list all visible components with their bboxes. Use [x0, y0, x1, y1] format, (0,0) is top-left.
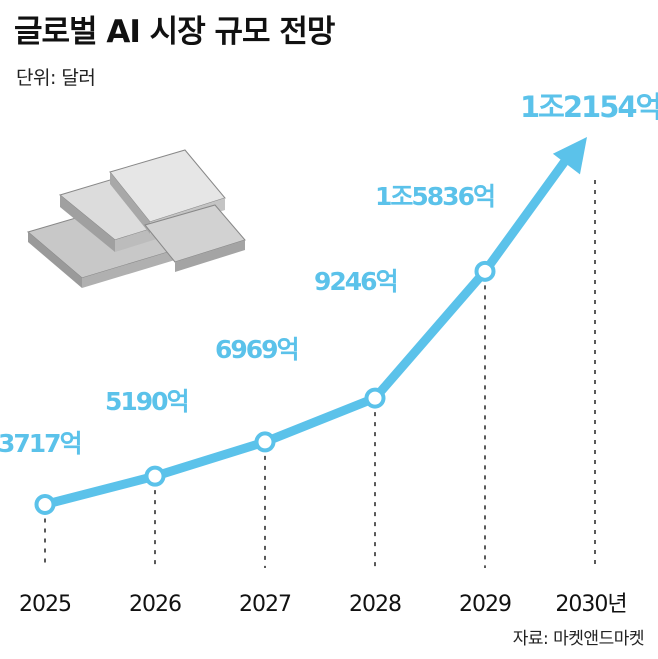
- source-note: 자료: 마켓앤드마켓: [512, 629, 645, 649]
- x-tick-label-1: 2026: [129, 592, 181, 617]
- data-point-2028: [364, 387, 386, 409]
- data-label-2025: 3717억: [0, 429, 81, 458]
- data-label-2028: 9246억: [314, 267, 397, 296]
- data-label-2026: 5190억: [105, 387, 188, 416]
- data-point-2025: [34, 493, 56, 515]
- data-point-2029: [474, 260, 496, 282]
- arrow-head-icon: [552, 137, 587, 175]
- data-label-2029: 1조5836억: [375, 182, 494, 211]
- unit-label: 단위: 달러: [16, 67, 96, 89]
- series-line: [40, 145, 578, 509]
- x-tick-label-2: 2027: [239, 592, 291, 617]
- data-point-2027: [254, 431, 276, 453]
- data-label-2027: 6969억: [215, 335, 298, 364]
- data-point-2026: [144, 465, 166, 487]
- x-tick-label-5: 2030년: [555, 592, 626, 617]
- chart-title: 글로벌 AI 시장 규모 전망: [14, 14, 335, 50]
- x-tick-label-3: 2028: [349, 592, 401, 617]
- money-stack-icon: [26, 149, 246, 288]
- data-label-2030년: 1조2154억: [520, 90, 658, 124]
- x-tick-label-0: 2025: [19, 592, 71, 617]
- x-tick-label-4: 2029: [459, 592, 511, 617]
